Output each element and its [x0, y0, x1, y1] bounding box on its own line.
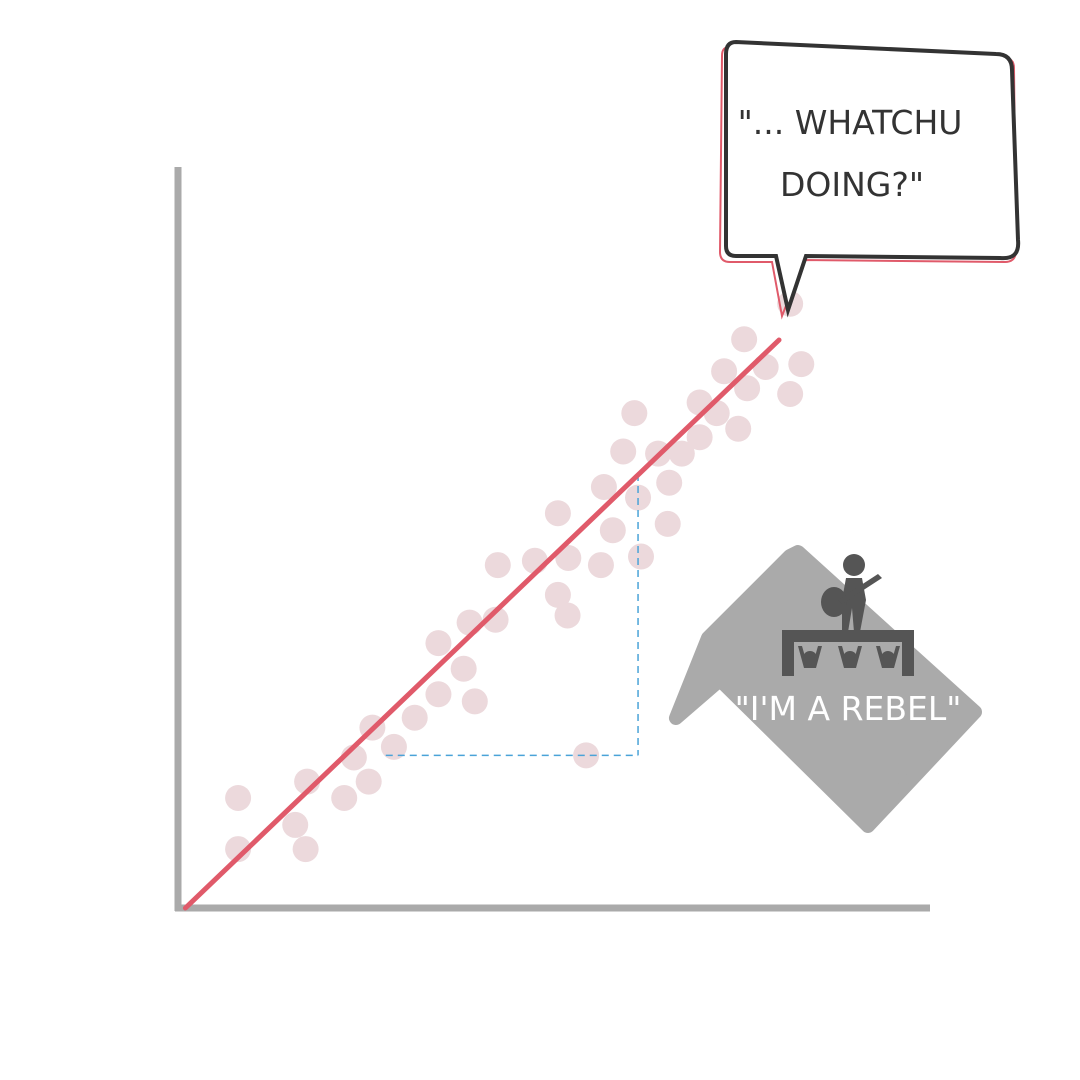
data-point-8: [355, 768, 382, 795]
rebel-label: "I'M A REBEL": [735, 689, 962, 728]
data-point-10: [380, 733, 407, 760]
data-point-11: [401, 704, 428, 731]
data-point-18: [484, 552, 511, 579]
data-point-19: [521, 547, 548, 574]
top-bubble-line1: "... WHATCHU: [738, 103, 963, 142]
data-point-29: [625, 484, 652, 511]
data-point-22: [554, 602, 581, 629]
top-speech-bubble: "... WHATCHU DOING?": [718, 39, 1021, 320]
data-point-20: [544, 500, 571, 527]
top-bubble-line2: DOING?": [780, 165, 924, 204]
data-point-34: [668, 440, 695, 467]
data-point-1: [225, 784, 252, 811]
data-point-12: [425, 681, 452, 708]
data-point-43: [777, 380, 804, 407]
data-point-40: [734, 375, 761, 402]
data-point-21: [544, 581, 571, 608]
data-point-4: [292, 836, 319, 863]
data-point-2: [225, 836, 252, 863]
rebel-callout-shape: [669, 545, 982, 833]
rebel-callout: "I'M A REBEL": [669, 545, 982, 833]
data-point-15: [461, 688, 488, 715]
data-point-16: [456, 609, 483, 636]
data-point-38: [711, 358, 738, 385]
guide-layer: [385, 474, 639, 757]
top-bubble-outline: [724, 39, 1021, 318]
data-point-28: [621, 400, 648, 427]
data-point-42: [752, 353, 779, 380]
data-point-25: [590, 473, 617, 500]
data-point-45: [788, 351, 815, 378]
data-point-46: [573, 742, 600, 769]
data-point-35: [686, 424, 713, 451]
data-point-26: [599, 517, 626, 544]
data-point-30: [628, 543, 655, 570]
data-point-24: [587, 552, 614, 579]
data-point-33: [656, 469, 683, 496]
data-point-37: [703, 400, 730, 427]
data-point-23: [555, 544, 582, 571]
data-point-13: [425, 630, 452, 657]
data-point-3: [282, 811, 309, 838]
trend-line: [182, 337, 782, 911]
data-point-32: [654, 510, 681, 537]
data-point-6: [331, 784, 358, 811]
data-point-39: [725, 415, 752, 442]
points-layer: [225, 290, 815, 863]
trend-layer: [182, 337, 782, 911]
data-point-17: [482, 606, 509, 633]
data-point-14: [450, 655, 477, 682]
data-point-41: [731, 326, 758, 353]
rock-concert-icon: [782, 554, 914, 676]
data-point-27: [610, 438, 637, 465]
